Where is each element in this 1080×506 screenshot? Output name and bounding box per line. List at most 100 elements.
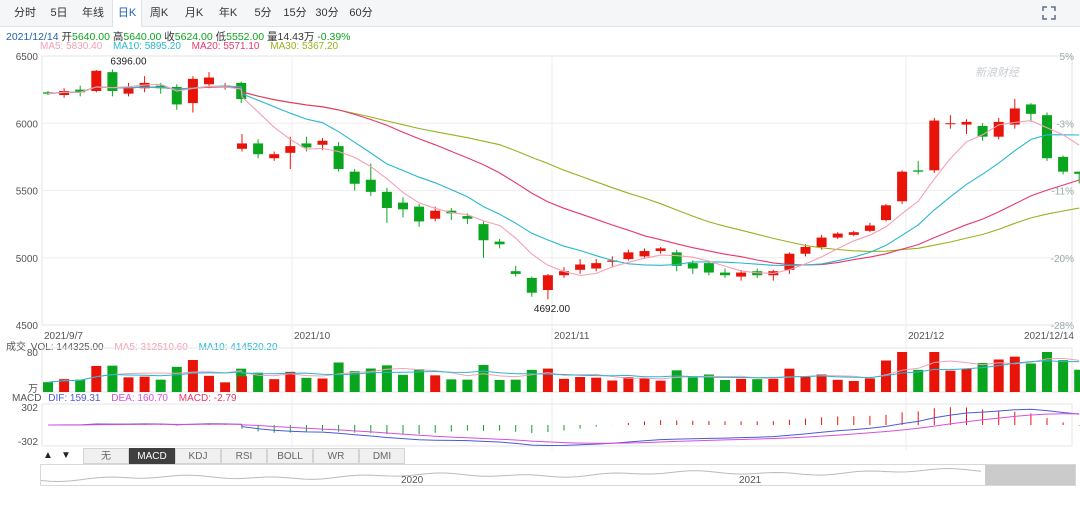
ma5-legend: MA5: 5830.40 bbox=[40, 41, 103, 52]
pct-tick-label: -20% bbox=[1051, 254, 1074, 265]
volume-legend: 成交 VOL: 144325.00 MA5: 312510.60 MA10: 4… bbox=[6, 338, 286, 353]
candle-body bbox=[430, 210, 441, 219]
indicator-button-6[interactable]: DMI bbox=[359, 448, 405, 464]
ma30-legend: MA30: 5367.20 bbox=[270, 41, 339, 52]
tab-1[interactable]: 5日 bbox=[50, 7, 68, 19]
volume-bar bbox=[123, 377, 134, 392]
indicator-button-3[interactable]: RSI bbox=[221, 448, 267, 464]
pct-tick-label: -28% bbox=[1051, 321, 1074, 332]
candle-body bbox=[414, 206, 425, 222]
candle-body bbox=[349, 171, 360, 184]
tab-2[interactable]: 年线 bbox=[82, 7, 104, 19]
volume-bar bbox=[398, 374, 408, 392]
open-label: 开 bbox=[61, 31, 72, 43]
volume-bar bbox=[559, 378, 569, 392]
volume-bar bbox=[1009, 356, 1020, 392]
scroll-up-arrow[interactable]: ▲ bbox=[40, 448, 56, 464]
close-label: 收 bbox=[164, 31, 175, 43]
volume-bar bbox=[800, 376, 811, 392]
volume-bar bbox=[768, 378, 779, 392]
quote-date: 2021/12/14 bbox=[6, 31, 59, 43]
tab-9[interactable]: 30分 bbox=[315, 7, 339, 19]
x-tick-label: 2021/11 bbox=[554, 331, 590, 342]
volume-bar bbox=[639, 378, 650, 392]
tab-10[interactable]: 60分 bbox=[349, 7, 373, 19]
candle-body bbox=[945, 123, 956, 125]
indicator-button-0[interactable]: 无 bbox=[83, 448, 129, 464]
ma10-line bbox=[47, 85, 1080, 266]
volume-frame bbox=[41, 347, 1073, 393]
macd-top-tick: 302 bbox=[21, 403, 38, 414]
candle-body bbox=[91, 70, 102, 91]
volume-bar bbox=[832, 379, 843, 392]
candle-body bbox=[1025, 104, 1036, 114]
volume-bar bbox=[623, 377, 634, 392]
volume-bar bbox=[526, 369, 537, 392]
change-value: -0.39% bbox=[317, 31, 351, 43]
candle-body bbox=[75, 89, 86, 93]
volume-bar bbox=[75, 379, 86, 392]
volume-bar bbox=[671, 370, 682, 392]
candle-body bbox=[317, 140, 328, 145]
indicator-button-5[interactable]: WR bbox=[313, 448, 359, 464]
candle-body bbox=[253, 143, 264, 155]
tab-4[interactable]: 周K bbox=[149, 7, 169, 19]
candle-body bbox=[1009, 108, 1020, 125]
navigator-window bbox=[985, 465, 1075, 485]
candle-body bbox=[478, 224, 489, 241]
macd-legend: MACD DIF: 159.31 DEA: 160.70 MACD: -2.79 bbox=[12, 393, 245, 404]
candle-body bbox=[462, 216, 473, 219]
tab-8[interactable]: 15分 bbox=[283, 7, 307, 19]
candle-body bbox=[703, 263, 714, 273]
volume-bar bbox=[864, 378, 875, 392]
x-tick-label: 2021/12/14 bbox=[1024, 331, 1074, 342]
scroll-down-arrow[interactable]: ▼ bbox=[58, 448, 74, 464]
volume-label: 量 bbox=[267, 31, 278, 43]
volume-bar bbox=[993, 359, 1004, 392]
navigator-year-label: 2021 bbox=[739, 475, 762, 485]
tab-6[interactable]: 年K bbox=[218, 7, 238, 19]
volume-bar bbox=[848, 381, 859, 392]
volume-bar bbox=[945, 370, 956, 392]
candle-body bbox=[333, 146, 344, 169]
volume-bar bbox=[139, 376, 150, 392]
tab-7[interactable]: 5分 bbox=[254, 7, 272, 19]
tab-5[interactable]: 月K bbox=[184, 7, 204, 19]
y-tick-label: 4500 bbox=[16, 321, 39, 332]
volume-bar bbox=[575, 377, 586, 392]
y-tick-label: 5500 bbox=[16, 187, 39, 198]
candle-body bbox=[864, 225, 875, 231]
candle-body bbox=[639, 251, 650, 257]
low-value: 5552.00 bbox=[226, 31, 265, 43]
ma20-line bbox=[47, 86, 1080, 266]
quote-summary: 2021/12/14 开5640.00 高5640.00 收5624.00 低5… bbox=[6, 29, 351, 44]
dif-legend: DIF: 159.31 bbox=[48, 393, 101, 404]
indicator-button-4[interactable]: BOLL bbox=[267, 448, 313, 464]
volume-bar bbox=[187, 360, 198, 392]
navigator-year-label: 2020 bbox=[401, 475, 424, 485]
y-tick-label: 6000 bbox=[16, 119, 39, 130]
volume-bar bbox=[414, 369, 425, 392]
candle-body bbox=[881, 205, 891, 221]
volume-bar bbox=[462, 379, 473, 392]
range-navigator[interactable]: 2020 2021 bbox=[40, 464, 1076, 486]
volume-bar bbox=[236, 368, 247, 392]
candle-body bbox=[237, 143, 247, 149]
candle-body bbox=[671, 252, 682, 266]
indicator-button-2[interactable]: KDJ bbox=[175, 448, 221, 464]
volume-bar bbox=[897, 352, 908, 392]
volume-ma5-line bbox=[47, 357, 1080, 383]
volume-bar bbox=[1058, 360, 1069, 392]
candle-body bbox=[816, 237, 827, 247]
vol-ma5-legend: MA5: 312510.60 bbox=[114, 342, 188, 353]
candle-body bbox=[123, 88, 134, 94]
candle-body bbox=[107, 72, 118, 91]
tab-3[interactable]: 日K bbox=[112, 0, 142, 27]
tab-0[interactable]: 分时 bbox=[14, 7, 36, 19]
indicator-button-1[interactable]: MACD bbox=[129, 448, 175, 464]
fullscreen-icon[interactable] bbox=[1042, 6, 1056, 20]
volume-bar bbox=[301, 377, 312, 392]
candle-body bbox=[961, 121, 972, 125]
low-annotation: 4692.00 bbox=[534, 304, 571, 315]
